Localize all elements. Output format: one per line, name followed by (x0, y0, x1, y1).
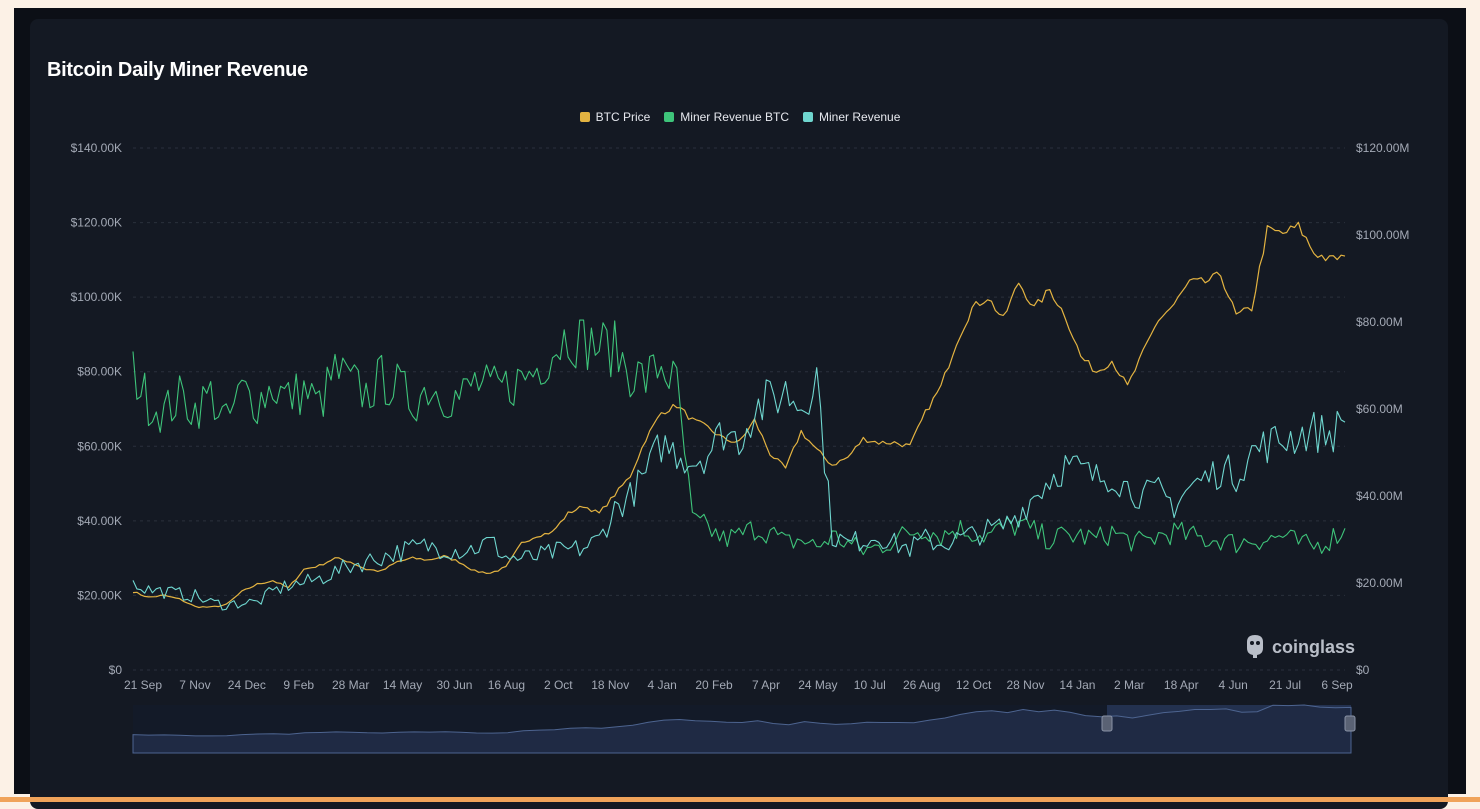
page-bottom-border (0, 797, 1480, 802)
legend-label-miner-revenue-btc: Miner Revenue BTC (680, 110, 790, 124)
legend-item-btc-price[interactable]: BTC Price (579, 110, 651, 124)
chart-legend: BTC Price Miner Revenue BTC Miner Revenu… (0, 110, 1480, 124)
legend-item-miner-revenue-btc[interactable]: Miner Revenue BTC (664, 110, 789, 124)
coinglass-logo-text: coinglass (1272, 637, 1356, 657)
legend-item-miner-revenue[interactable]: Miner Revenue (803, 110, 900, 124)
chart-card (30, 19, 1448, 809)
coinglass-logo-icon (1243, 632, 1267, 663)
legend-label-miner-revenue: Miner Revenue (819, 110, 901, 124)
legend-swatch-btc-price (579, 112, 590, 122)
coinglass-logo: coinglass (1243, 632, 1355, 663)
legend-swatch-miner-revenue (803, 112, 814, 122)
chart-title: Bitcoin Daily Miner Revenue (47, 59, 308, 81)
legend-label-btc-price: BTC Price (595, 110, 651, 124)
legend-swatch-miner-revenue-btc (664, 112, 675, 122)
